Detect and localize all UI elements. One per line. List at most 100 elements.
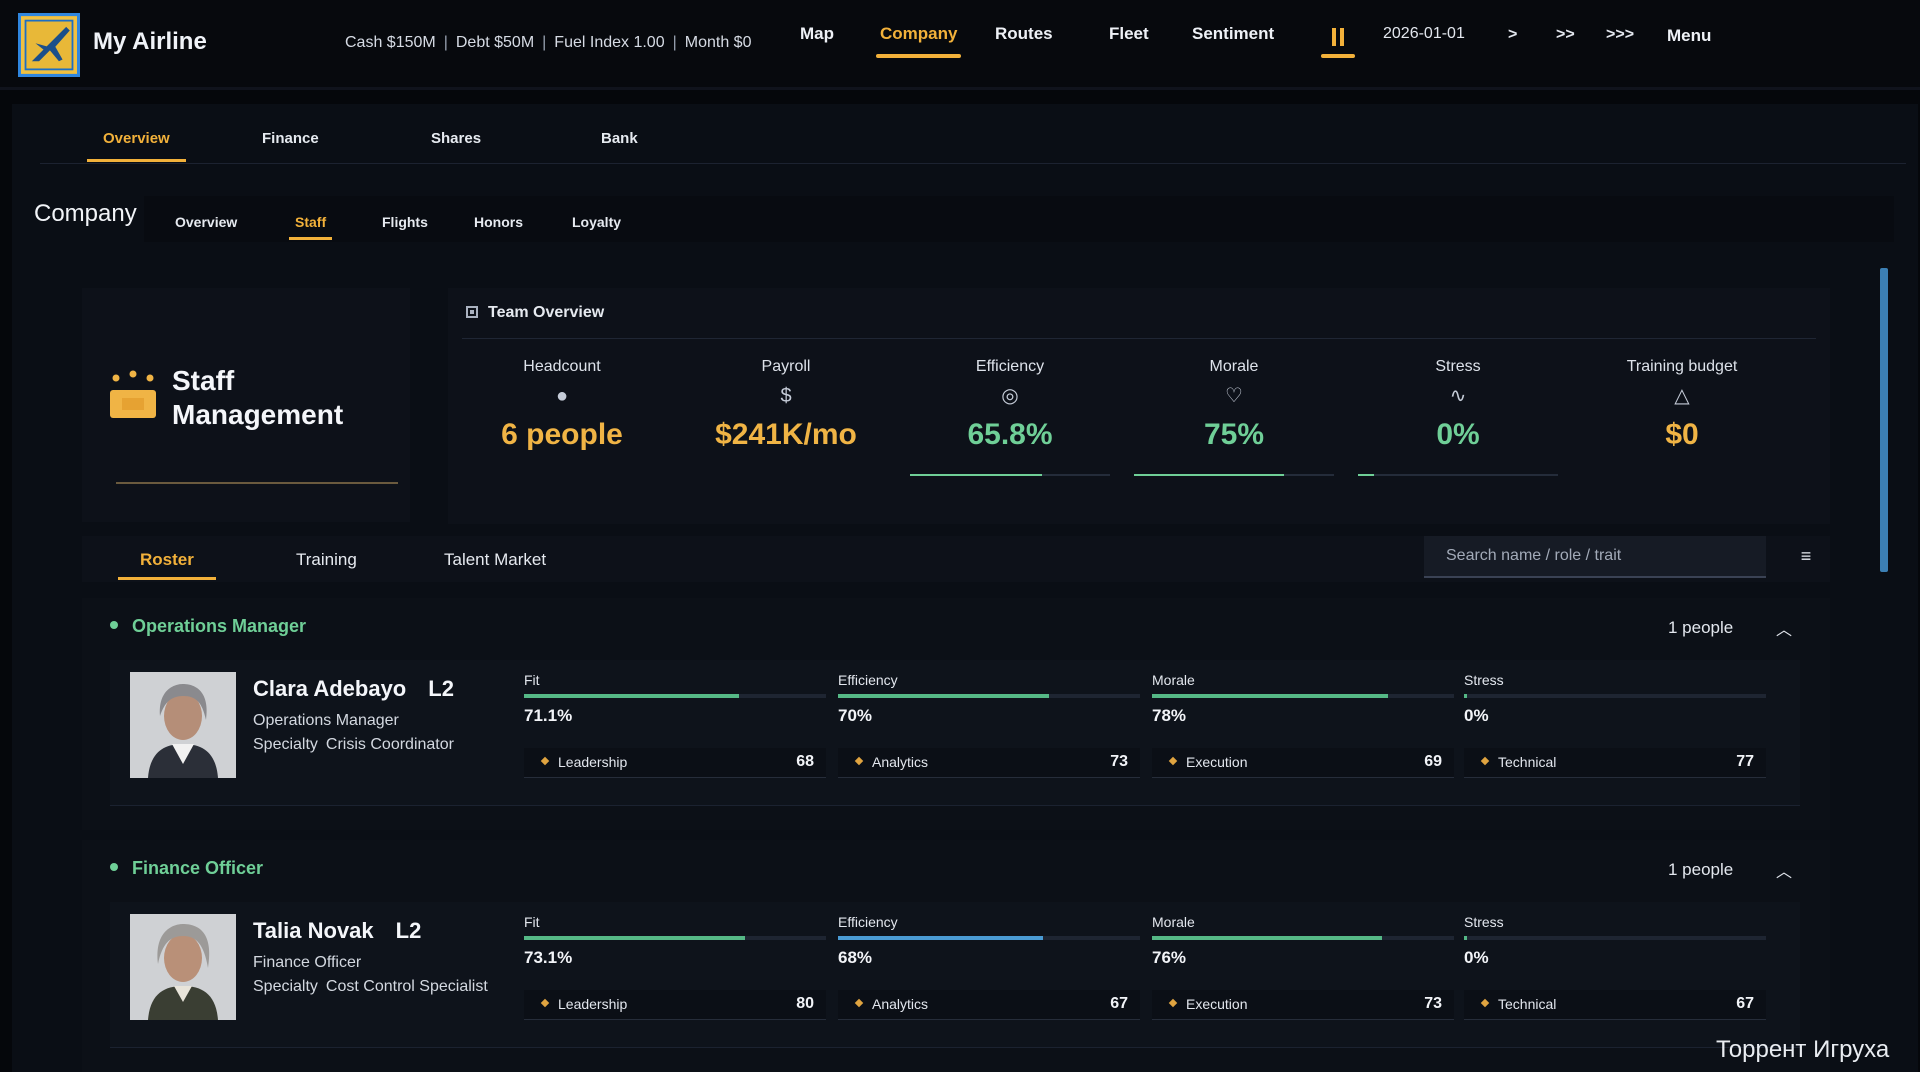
training-budget-value: $0 [1665, 418, 1699, 451]
employee-card[interactable]: Talia Novak L2 Finance Officer Specialty C… [110, 902, 1800, 1048]
search-box [1424, 536, 1766, 578]
metric-headcount: Headcount ● 6 people [462, 358, 662, 452]
nav-fleet[interactable]: Fleet [1109, 24, 1149, 43]
skill-technical: Technical 67 [1464, 990, 1766, 1020]
skill-execution: Execution 73 [1152, 990, 1454, 1020]
metric-stress: Stress ∿ 0% [1358, 358, 1558, 476]
stat-efficiency: Efficiency 68% [838, 914, 1140, 968]
filter-icon[interactable]: ≡ [1800, 546, 1812, 566]
skill-analytics: Analytics 73 [838, 748, 1140, 778]
role-header[interactable]: Finance Officer [110, 858, 263, 879]
subtab-staff[interactable]: Staff [288, 214, 333, 240]
metric-training-budget: Training budget △ $0 [1582, 358, 1782, 452]
tab-overview[interactable]: Overview [87, 130, 186, 162]
tab-talent-market[interactable]: Talent Market [444, 550, 547, 569]
heart-icon: ♡ [1225, 385, 1243, 407]
speed-2-button[interactable]: >> [1556, 26, 1575, 43]
pause-icon [1332, 28, 1336, 46]
stat-stress: Stress 0% [1464, 672, 1766, 726]
level-badge: L2 [428, 676, 454, 701]
search-input[interactable] [1424, 536, 1766, 576]
portrait-icon [130, 914, 236, 1020]
debt-stat: Debt $50M [455, 34, 535, 51]
nav-map[interactable]: Map [800, 24, 834, 43]
chevron-up-icon[interactable]: ︿ [1775, 622, 1792, 639]
staff-management-card: Staff Management [82, 288, 410, 522]
skill-execution: Execution 69 [1152, 748, 1454, 778]
stress-bar [1464, 694, 1468, 698]
diamond-icon [854, 998, 864, 1008]
company-sub-tabs: Overview Staff Flights Honors Loyalty [144, 196, 1894, 242]
stat-morale: Morale 78% [1152, 672, 1454, 726]
speed-1-button[interactable]: > [1508, 26, 1518, 43]
role-header[interactable]: Operations Manager [110, 616, 306, 637]
stress-value: 0% [1436, 418, 1480, 451]
payroll-value: $241K/mo [715, 418, 857, 451]
efficiency-bar [838, 936, 1044, 940]
dot-icon: ● [555, 385, 569, 407]
diamond-icon [854, 756, 864, 766]
employee-role: Operations Manager [253, 712, 399, 729]
morale-value: 75% [1203, 418, 1265, 451]
employee-card[interactable]: Clara Adebayo L2 Operations Manager Speci… [110, 660, 1800, 806]
scrollbar[interactable] [1880, 268, 1888, 572]
nav-routes[interactable]: Routes [995, 24, 1053, 43]
stat-fit: Fit 71.1% [524, 672, 826, 726]
fuel-index-stat: Fuel Index 1.00 [554, 34, 665, 51]
stat-morale: Morale 76% [1152, 914, 1454, 968]
divider [116, 482, 398, 484]
chevron-up-icon[interactable]: ︿ [1775, 864, 1792, 881]
tab-training[interactable]: Training [296, 550, 357, 569]
nav-sentiment[interactable]: Sentiment [1192, 24, 1275, 43]
divider [462, 338, 1816, 339]
role-group: Operations Manager 1 people ︿ Clara Adeb… [82, 598, 1830, 830]
stat-fit: Fit 73.1% [524, 914, 826, 968]
status-dot-icon [110, 863, 118, 871]
diamond-icon [1168, 756, 1178, 766]
role-count: 1 people [1668, 860, 1734, 879]
metric-payroll: Payroll $ $241K/mo [686, 358, 886, 452]
tab-finance[interactable]: Finance [262, 130, 319, 147]
role-count: 1 people [1668, 618, 1734, 637]
skill-technical: Technical 77 [1464, 748, 1766, 778]
subtab-loyalty[interactable]: Loyalty [572, 214, 622, 230]
speed-3-button[interactable]: >>> [1606, 26, 1635, 43]
menu-button[interactable]: Menu [1667, 26, 1712, 45]
plane-logo-icon [21, 16, 77, 74]
employee-specialty: Specialty Crisis Coordinator [253, 736, 454, 753]
role-group: Finance Officer 1 people ︿ Talia Novak L2… [82, 840, 1830, 1072]
subtab-flights[interactable]: Flights [382, 214, 428, 230]
team-overview: Team Overview Headcount ● 6 people Payro… [448, 288, 1830, 524]
skill-leadership: Leadership 68 [524, 748, 826, 778]
month-stat: Month $0 [684, 34, 752, 51]
diamond-icon [1480, 756, 1490, 766]
metric-morale: Morale ♡ 75% [1134, 358, 1334, 476]
subtab-honors[interactable]: Honors [474, 214, 523, 230]
target-icon: ◎ [1001, 385, 1019, 407]
panel-icon [466, 306, 478, 318]
employee-specialty: Specialty Cost Control Specialist [253, 978, 488, 995]
diamond-icon [540, 998, 550, 1008]
wave-icon: ∿ [1449, 385, 1467, 407]
level-badge: L2 [395, 918, 422, 943]
triangle-icon: △ [1674, 385, 1690, 407]
fit-bar [524, 694, 739, 698]
subtab-overview[interactable]: Overview [175, 214, 238, 230]
avatar [130, 914, 236, 1020]
tab-roster[interactable]: Roster [118, 550, 216, 580]
cash-stat: Cash $150M [345, 34, 436, 51]
skill-leadership: Leadership 80 [524, 990, 826, 1020]
tab-shares[interactable]: Shares [431, 130, 482, 147]
morale-bar [1134, 474, 1334, 476]
avatar [130, 672, 236, 778]
tab-bank[interactable]: Bank [601, 130, 638, 147]
watermark: Торрент Игруха [1716, 1036, 1890, 1063]
status-bar: Cash $150M | Debt $50M | Fuel Index 1.00 | Mon… [345, 34, 752, 51]
employee-name: Clara Adebayo L2 [253, 676, 454, 701]
pause-button[interactable] [1321, 22, 1355, 58]
morale-bar [1152, 936, 1382, 940]
nav-company[interactable]: Company [875, 24, 962, 58]
headcount-value: 6 people [501, 418, 623, 451]
efficiency-bar [838, 694, 1050, 698]
staff-management-title: Staff Management [172, 365, 344, 430]
